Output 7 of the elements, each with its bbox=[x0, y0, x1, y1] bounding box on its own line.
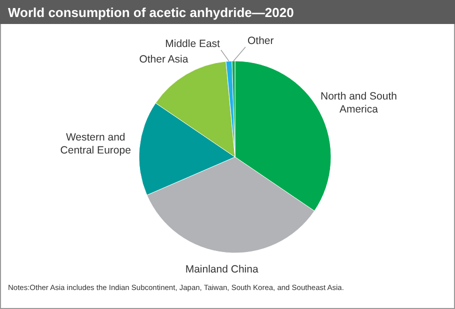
slice-label: Western and Central Europe bbox=[60, 132, 132, 157]
chart-title: World consumption of acetic anhydride—2020 bbox=[8, 5, 294, 20]
slice-label: Mainland China bbox=[185, 264, 258, 276]
slice-label: Other Asia bbox=[139, 53, 188, 66]
slice-label: Middle East bbox=[165, 38, 220, 50]
slice-label: Other bbox=[247, 35, 274, 47]
slice-label: North and South America bbox=[320, 90, 398, 116]
